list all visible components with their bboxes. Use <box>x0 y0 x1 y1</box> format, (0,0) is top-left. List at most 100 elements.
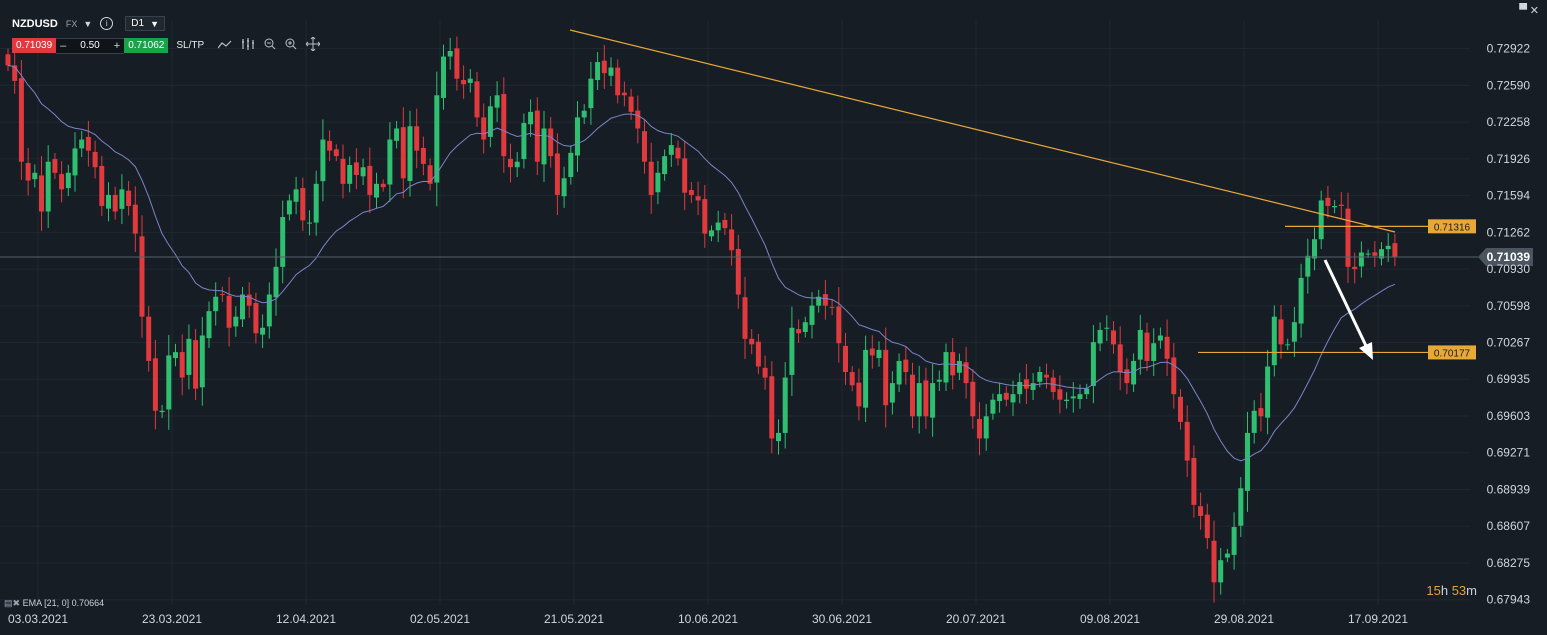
candles <box>5 36 1398 603</box>
candle-body <box>1278 319 1284 345</box>
info-icon[interactable]: i <box>100 17 114 30</box>
candle-body <box>320 139 326 182</box>
candle-body <box>528 111 534 125</box>
window-icon[interactable]: ▀ <box>1519 4 1527 16</box>
increase-button[interactable]: + <box>113 39 121 52</box>
candle-body <box>1318 200 1324 240</box>
candle-body <box>923 380 929 417</box>
x-axis: 03.03.2021 23.03.2021 12.04.2021 02.05.2021… <box>8 612 1408 626</box>
indicators-icon[interactable] <box>241 38 255 53</box>
candle-body <box>45 161 51 212</box>
x-tick-label: 03.03.2021 <box>8 612 68 626</box>
zoom-in-icon[interactable] <box>285 38 297 53</box>
candle-body <box>1204 514 1210 539</box>
candle-body <box>709 230 714 237</box>
y-tick-label: 0.69603 <box>1487 409 1531 423</box>
candle-body <box>1178 396 1183 422</box>
candle-body <box>548 128 554 157</box>
candle-body <box>1352 266 1358 270</box>
candle-body <box>106 194 111 209</box>
candle-body <box>950 352 956 376</box>
candle-body <box>742 297 748 339</box>
candle-body <box>843 345 848 373</box>
candle-body <box>219 294 225 296</box>
x-tick-label: 29.08.2021 <box>1214 612 1274 626</box>
y-tick-label: 0.67943 <box>1487 593 1531 607</box>
crosshair-icon[interactable] <box>305 36 321 54</box>
candle-body <box>1312 239 1317 259</box>
candle-body <box>1231 527 1237 555</box>
buy-button[interactable]: 0.71062 <box>124 38 169 53</box>
zoom-out-icon[interactable] <box>264 38 276 53</box>
trade-toolbar: 0.71039 – 0.50 + 0.71062 SL/TP <box>12 36 321 54</box>
candle-body <box>39 175 44 212</box>
candle-body <box>729 229 735 251</box>
candle-body <box>554 153 560 195</box>
candle-body <box>1070 396 1076 399</box>
candle-body <box>1017 381 1023 395</box>
price-tag-label: 0.70177 <box>1434 348 1471 359</box>
amount-value[interactable]: 0.50 <box>80 40 100 51</box>
candle-body <box>1245 432 1250 491</box>
y-axis: 0.72922 0.72590 0.72258 0.71926 0.71594 0.712… <box>1487 42 1531 607</box>
candle-body <box>367 165 373 195</box>
y-tick-label: 0.71594 <box>1487 189 1531 203</box>
candle-body <box>300 188 306 221</box>
candle-body <box>1010 394 1016 403</box>
timeframe-select[interactable]: D1 ▼ <box>125 16 165 31</box>
candle-body <box>621 92 627 96</box>
candle-body <box>1057 389 1063 400</box>
candle-body <box>52 159 58 173</box>
candle-body <box>1365 253 1371 255</box>
sell-button[interactable]: 0.71039 <box>12 38 57 53</box>
decrease-button[interactable]: – <box>60 39 67 52</box>
line-tool-icon[interactable] <box>217 39 232 53</box>
candle-body <box>1271 316 1277 366</box>
candle-body <box>1291 322 1297 342</box>
candle-body <box>668 145 674 155</box>
chevron-down-icon[interactable]: ▼ <box>83 18 93 29</box>
candle-body <box>1023 379 1029 389</box>
candle-body <box>956 360 962 373</box>
sltp-button[interactable]: SL/TP <box>176 40 205 51</box>
candle-body <box>990 399 996 414</box>
candle-body <box>1131 360 1137 385</box>
price-tag <box>1428 219 1476 234</box>
y-tick-label: 0.71262 <box>1487 225 1531 239</box>
candle-body <box>266 294 272 327</box>
candle-body <box>179 352 185 378</box>
gridlines <box>0 20 1470 605</box>
ema-indicator-label[interactable]: ▤✖ EMA [21, 0] 0.70664 <box>4 598 104 609</box>
x-tick-label: 02.05.2021 <box>410 612 470 626</box>
candle-body <box>32 172 38 180</box>
candle-body <box>260 327 266 335</box>
candle-body <box>508 158 513 168</box>
y-tick-label: 0.70267 <box>1487 335 1531 349</box>
candle-body <box>749 338 755 345</box>
candle-body <box>1218 560 1224 583</box>
amount-stepper[interactable]: – 0.50 + <box>56 37 125 54</box>
annotations[interactable]: 0.71316 0.70177 0.71039 <box>0 29 1533 360</box>
indicator-settings-icon[interactable]: ▤✖ <box>4 598 21 608</box>
candle-body <box>434 95 440 183</box>
candle-body <box>903 359 909 373</box>
candle-body <box>655 172 661 193</box>
candle-body <box>970 381 976 417</box>
countdown-minutes: 53 <box>1451 583 1467 598</box>
candle-body <box>273 266 279 298</box>
candle-body <box>186 338 192 375</box>
candle-body <box>1345 208 1351 267</box>
candle-body <box>1090 342 1096 386</box>
candle-body <box>588 78 594 109</box>
candle-body <box>1358 252 1364 267</box>
candle-body <box>1265 366 1271 418</box>
candle-body <box>695 196 701 201</box>
close-icon[interactable]: ✕ <box>1529 5 1539 17</box>
candle-body <box>1144 332 1150 361</box>
ema-label-text: EMA [21, 0] 0.70664 <box>22 598 105 608</box>
candle-body <box>374 183 379 198</box>
symbol-label[interactable]: NZDUSD <box>12 17 58 30</box>
x-tick-label: 12.04.2021 <box>276 612 336 626</box>
candle-body <box>662 156 668 175</box>
